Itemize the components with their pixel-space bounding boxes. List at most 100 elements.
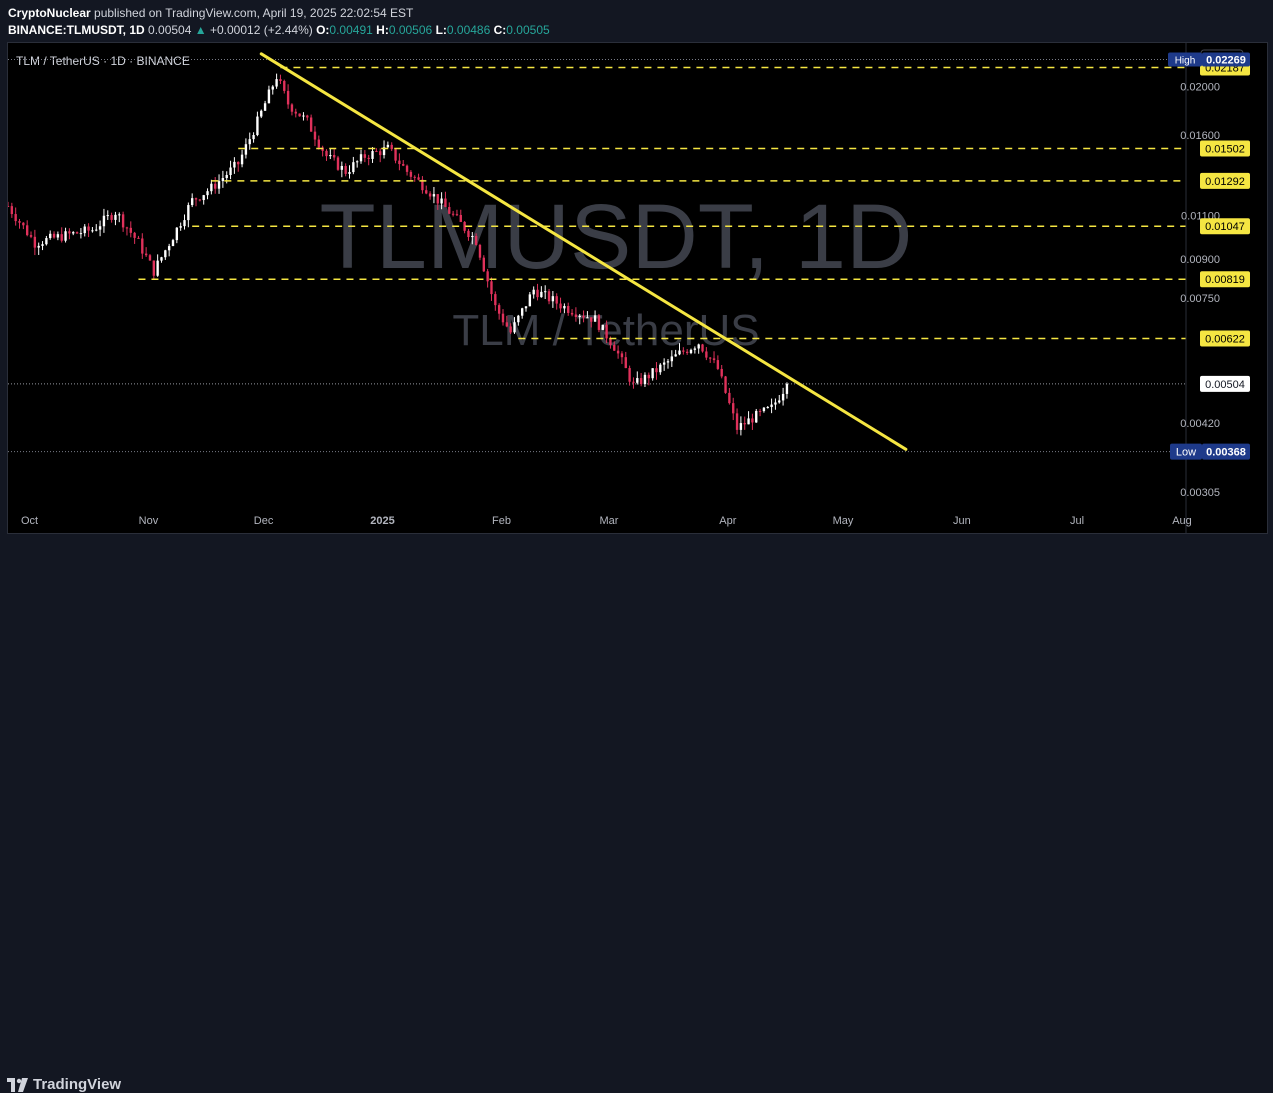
candle-body [248,139,251,145]
open-value: 0.00491 [329,23,373,37]
candle-body [620,353,624,358]
candle-body [286,90,290,105]
candle-body [229,167,232,176]
candle-body [486,271,489,282]
level-price-label: 0.01047 [1205,221,1245,233]
level-price-badge [1200,218,1250,235]
candle-body [106,215,109,217]
candle-body [225,175,228,179]
candle-body [528,294,532,307]
price-change: +0.00012 (+2.44%) [209,23,313,37]
open-label: O: [316,23,330,37]
candle-body [755,410,758,423]
candle-body [187,205,190,221]
candle-body [428,193,432,197]
candle-body [202,195,205,201]
chart-frame[interactable]: TLMUSDT, 1D TLM / TetherUS TLM / TetherUS … [7,42,1268,534]
candle-body [313,131,317,140]
y-tick-label: 0.01600 [1180,130,1220,142]
candle-body [501,313,505,323]
candle-body [770,404,773,408]
candle-body [689,349,693,354]
candle-body [436,194,439,204]
change-arrow-icon: ▲ [194,23,207,37]
candle-body [256,116,259,136]
author-name[interactable]: CryptoNuclear [8,6,91,20]
candle-body [367,157,370,159]
candle-body [482,257,485,272]
candle-body [724,376,727,393]
low-label: L: [435,23,447,37]
tradingview-logo-icon [7,1077,28,1092]
candles [8,73,789,436]
candle-body [121,214,125,228]
candle-body [160,257,163,261]
level-price-label: 0.01292 [1205,176,1245,188]
candle-body [37,245,40,248]
candle-body [29,235,33,237]
candle-body [517,315,520,323]
candle-body [252,135,255,140]
candle-body [352,162,355,173]
candle-body [685,351,689,354]
candle-body [279,79,282,81]
high-price-badge [1202,52,1250,67]
candle-body [467,230,470,238]
header-bar: CryptoNuclear published on TradingView.c… [0,0,1273,42]
candle-body [524,306,528,309]
candle-body [325,150,328,157]
candle-body [206,191,209,196]
candle-body [355,161,359,163]
candle-body [540,291,543,298]
tradingview-logo[interactable]: TradingView [7,1076,121,1093]
candle-body [298,113,301,117]
candle-body [283,80,286,91]
candle-body [8,206,10,208]
y-tick-label: 0.00750 [1180,293,1220,305]
x-tick-label: Jun [953,515,971,527]
candle-body [72,232,75,234]
candle-body [33,236,37,248]
candle-body [559,303,562,309]
candle-body [398,160,401,165]
candle-body [728,392,731,404]
candle-body [167,246,171,251]
candle-body [244,144,248,155]
candle-body [632,381,635,383]
candle-body [22,222,25,226]
x-tick-label: 2025 [370,515,394,527]
x-tick-label: Feb [492,515,511,527]
candle-body [210,183,213,192]
candle-body [175,227,179,241]
candle-body [148,255,152,261]
candle-body [417,177,420,180]
level-price-badge [1200,271,1250,288]
candle-body [260,110,263,117]
candle-body [601,324,604,330]
candle-body [10,206,14,215]
candle-body [774,402,777,405]
candle-body [164,250,167,258]
candle-body [597,315,601,330]
y-tick-label: 0.00305 [1180,487,1220,499]
level-price-badge [1200,172,1250,189]
level-price-label: 0.00622 [1205,333,1245,345]
candle-body [747,418,750,425]
candle-body [628,368,631,382]
candle-body [451,213,455,215]
candle-body [682,350,685,352]
high-value: 0.00506 [388,23,433,37]
x-tick-label: Dec [254,515,274,527]
candle-body [605,324,608,339]
x-tick-label: Apr [719,515,736,527]
candle-body [758,410,762,412]
candle-body [95,229,98,231]
candle-body [762,407,766,412]
candle-body [382,147,386,156]
candle-body [666,361,670,363]
candle-body [144,253,148,256]
candle-body [586,317,589,319]
candle-body [375,151,378,153]
candle-body [45,238,48,245]
